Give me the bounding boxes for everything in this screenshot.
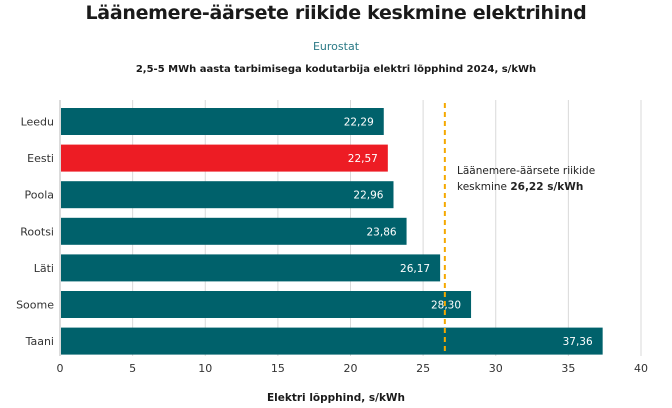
bar-läti <box>61 254 441 282</box>
x-tick-label: 35 <box>561 362 575 375</box>
value-label: 28,30 <box>431 300 461 312</box>
x-tick-label: 40 <box>634 362 648 375</box>
x-tick-label: 15 <box>271 362 285 375</box>
bar-soome <box>61 291 472 318</box>
x-tick-label: 5 <box>129 362 136 375</box>
value-label: 22,29 <box>344 117 374 129</box>
category-label: Rootsi <box>20 225 54 238</box>
x-tick-label: 10 <box>198 362 212 375</box>
category-label: Poola <box>25 189 55 202</box>
category-label: Leedu <box>21 116 54 129</box>
bar-rootsi <box>61 217 407 245</box>
category-label: Soome <box>16 299 54 312</box>
bar-eesti <box>61 144 388 172</box>
x-tick-label: 20 <box>344 362 358 375</box>
bar-poola <box>61 181 394 209</box>
value-label: 22,57 <box>348 153 378 165</box>
value-label: 23,86 <box>367 226 397 238</box>
annotation-line1: Läänemere-äärsete riikide <box>457 165 596 177</box>
category-label: Läti <box>34 262 54 275</box>
value-label: 37,36 <box>563 336 593 348</box>
x-tick-label: 0 <box>57 362 64 375</box>
value-label: 22,96 <box>353 190 383 202</box>
x-axis-label: Elektri lõpphind, s/kWh <box>266 392 405 404</box>
annotation-value: 26,22 s/kWh <box>510 181 584 193</box>
value-label: 26,17 <box>400 263 430 275</box>
chart-source: Eurostat <box>312 40 360 53</box>
chart-subtitle: 2,5-5 MWh aasta tarbimisega kodutarbija … <box>135 64 537 75</box>
x-tick-label: 30 <box>489 362 503 375</box>
bar-taani <box>61 327 603 355</box>
annotation-line2: keskmine <box>457 181 511 193</box>
bar-leedu <box>61 108 384 135</box>
category-label: Taani <box>25 335 54 348</box>
category-label: Eesti <box>27 152 54 165</box>
x-tick-label: 25 <box>416 362 430 375</box>
reference-line-annotation: Läänemere-äärsete riikide keskmine 26,22… <box>457 163 595 195</box>
chart-title: Läänemere-äärsete riikide keskmine elekt… <box>85 2 587 24</box>
